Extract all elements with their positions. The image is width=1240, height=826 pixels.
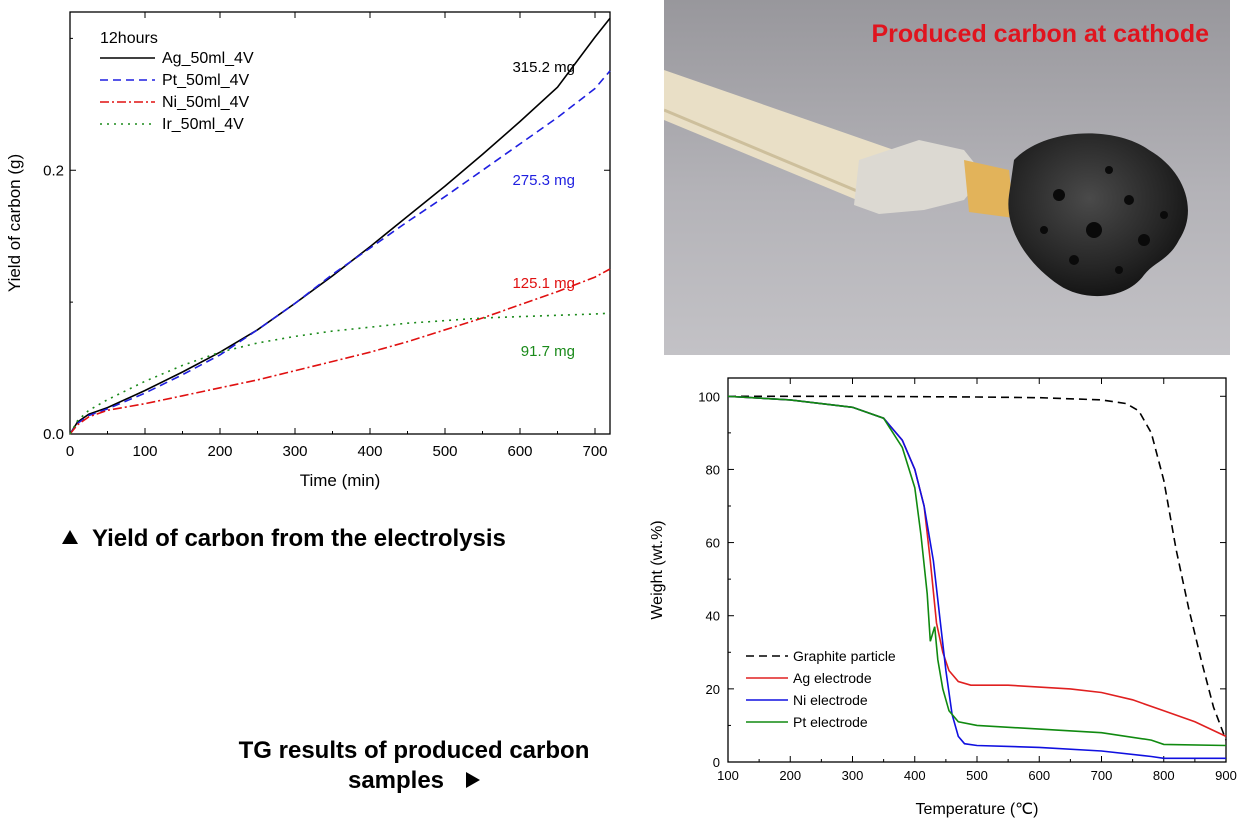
- x-tick-label: 700: [1091, 768, 1113, 783]
- x-tick-label: 200: [207, 443, 232, 460]
- yield-caption-text: Yield of carbon from the electrolysis: [92, 525, 506, 552]
- carbon-pores: [1040, 166, 1168, 274]
- series-line-graphite-particle: [728, 395, 1227, 741]
- y-tick-label: 20: [706, 682, 720, 697]
- y-tick-label: 60: [706, 536, 720, 551]
- y-tick-label: 0.0: [43, 426, 64, 443]
- end-label-ag-50ml-4v: 315.2 mg: [512, 59, 575, 76]
- rod-tip: [964, 160, 1014, 218]
- x-tick-label: 600: [507, 443, 532, 460]
- yield-caption: Yield of carbon from the electrolysis: [62, 524, 506, 554]
- triangle-up-icon: [62, 529, 78, 544]
- tg-caption-line1: TG results of produced carbon: [238, 737, 590, 764]
- x-axis-title: Time (min): [300, 471, 381, 490]
- y-tick-label: 0.2: [43, 162, 64, 179]
- x-tick-label: 200: [779, 768, 801, 783]
- x-tick-label: 500: [432, 443, 457, 460]
- photo-title: Produced carbon at cathode: [871, 20, 1209, 48]
- triangle-right-icon: [466, 771, 481, 788]
- x-tick-label: 400: [357, 443, 382, 460]
- legend-label-pt-electrode: Pt electrode: [793, 714, 868, 730]
- y-axis-title: Weight (wt.%): [649, 520, 666, 619]
- y-axis-title: Yield of carbon (g): [5, 154, 24, 292]
- x-axis-title: Temperature (℃): [916, 801, 1039, 818]
- series-line-ag-50ml-4v: [69, 17, 611, 435]
- sealant: [854, 140, 984, 214]
- x-tick-label: 300: [842, 768, 864, 783]
- x-tick-label: 100: [717, 768, 739, 783]
- end-label-pt-50ml-4v: 275.3 mg: [512, 172, 575, 189]
- x-tick-label: 600: [1028, 768, 1050, 783]
- plot-frame: [69, 11, 611, 435]
- y-tick-label: 40: [706, 609, 720, 624]
- series-line-pt-electrode: [727, 395, 1227, 747]
- end-label-ir-50ml-4v: 91.7 mg: [521, 343, 575, 360]
- x-tick-label: 300: [282, 443, 307, 460]
- tg-caption-line2: samples: [347, 767, 445, 794]
- y-tick-label: 0: [713, 755, 720, 770]
- x-tick-label: 900: [1215, 768, 1237, 783]
- x-tick-label: 500: [966, 768, 988, 783]
- series-line-ir-50ml-4v: [69, 312, 611, 435]
- x-tick-label: 700: [582, 443, 607, 460]
- legend-label-ni-50ml-4v: Ni_50ml_4V: [162, 94, 249, 111]
- tg-caption: TG results of produced carbon samples: [228, 736, 600, 796]
- x-tick-label: 800: [1153, 768, 1175, 783]
- electrode-rod: [664, 70, 914, 205]
- yield-chart: 0 100 200 300 400 500 600 700 0.0 0.2 Time (min) Yi…: [5, 11, 611, 490]
- legend-label-ni-electrode: Ni electrode: [793, 692, 868, 708]
- tg-chart: 100 200 300 400 500 600 700 800 900 0 20 40 60 80 100 T…: [649, 377, 1237, 818]
- carbon-deposit: [1008, 133, 1188, 297]
- legend-title: 12hours: [100, 30, 158, 47]
- y-tick-label: 100: [698, 389, 720, 404]
- x-tick-label: 0: [66, 443, 74, 460]
- legend-label-ag-50ml-4v: Ag_50ml_4V: [162, 50, 254, 67]
- y-tick-label: 80: [706, 462, 720, 477]
- x-tick-label: 400: [904, 768, 926, 783]
- legend-label-pt-50ml-4v: Pt_50ml_4V: [162, 72, 249, 89]
- legend-label-ir-50ml-4v: Ir_50ml_4V: [162, 116, 244, 133]
- series-line-ni-50ml-4v: [69, 268, 611, 435]
- x-tick-label: 100: [132, 443, 157, 460]
- end-label-ni-50ml-4v: 125.1 mg: [512, 275, 575, 292]
- cathode-carbon-photo: Produced carbon at cathode: [664, 0, 1230, 355]
- legend-label-ag-electrode: Ag electrode: [793, 670, 872, 686]
- series-line-pt-50ml-4v: [69, 70, 611, 435]
- legend-label-graphite-particle: Graphite particle: [793, 648, 896, 664]
